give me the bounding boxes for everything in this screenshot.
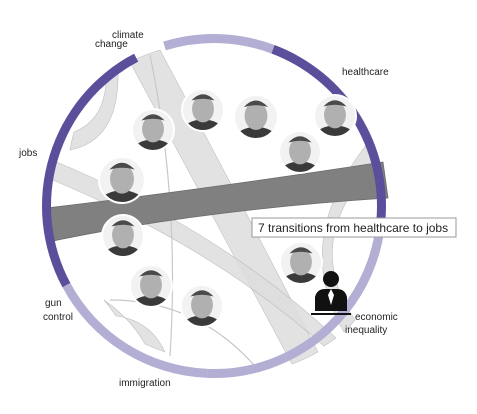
arc-climate[interactable] [163, 34, 275, 54]
candidate-7-photo[interactable] [102, 215, 144, 269]
label-immigration: immigration [119, 378, 171, 389]
candidate-photos [98, 88, 357, 339]
candidate-5-photo-ring [278, 130, 322, 174]
label-gun-line2: control [43, 312, 73, 323]
label-healthcare: healthcare [342, 67, 389, 78]
candidate-2-photo-ring [233, 94, 279, 140]
candidate-10-photo[interactable] [280, 242, 322, 296]
candidate-4-photo-ring [131, 108, 175, 152]
arc-immigration[interactable] [207, 353, 288, 379]
label-economic-line1: economic [355, 312, 398, 323]
candidate-7-photo-ring [101, 214, 145, 258]
candidate-1-photo-ring [181, 88, 225, 132]
arc-healthcare[interactable] [271, 45, 386, 222]
label-jobs: jobs [18, 148, 37, 159]
tooltip: 7 transitions from healthcare to jobs [251, 217, 457, 238]
candidate-4-photo[interactable] [132, 109, 174, 163]
label-climate-line2: change [95, 39, 128, 50]
tooltip-box [251, 217, 457, 238]
chord-gun-immigration[interactable] [103, 299, 166, 353]
candidate-10-photo-ring [279, 241, 323, 285]
label-climate-line1: climate [112, 30, 144, 41]
candidate-3-photo-ring [313, 94, 357, 138]
person-icon[interactable] [311, 271, 351, 315]
label-gun-line1: gun [45, 298, 62, 309]
label-economic-line2: inequality [345, 325, 387, 336]
candidate-8-photo[interactable] [130, 265, 172, 319]
candidate-2-photo[interactable] [234, 95, 278, 151]
candidate-8-photo-ring [129, 264, 173, 308]
candidate-9-photo-ring [180, 284, 224, 328]
candidate-9-photo[interactable] [181, 285, 223, 339]
candidate-6-photo-ring [98, 156, 146, 204]
arc-gun[interactable] [62, 283, 208, 378]
candidate-6-photo[interactable] [99, 157, 145, 216]
candidate-3-photo[interactable] [314, 95, 356, 149]
tooltip-text: 7 transitions from healthcare to jobs [258, 221, 448, 235]
